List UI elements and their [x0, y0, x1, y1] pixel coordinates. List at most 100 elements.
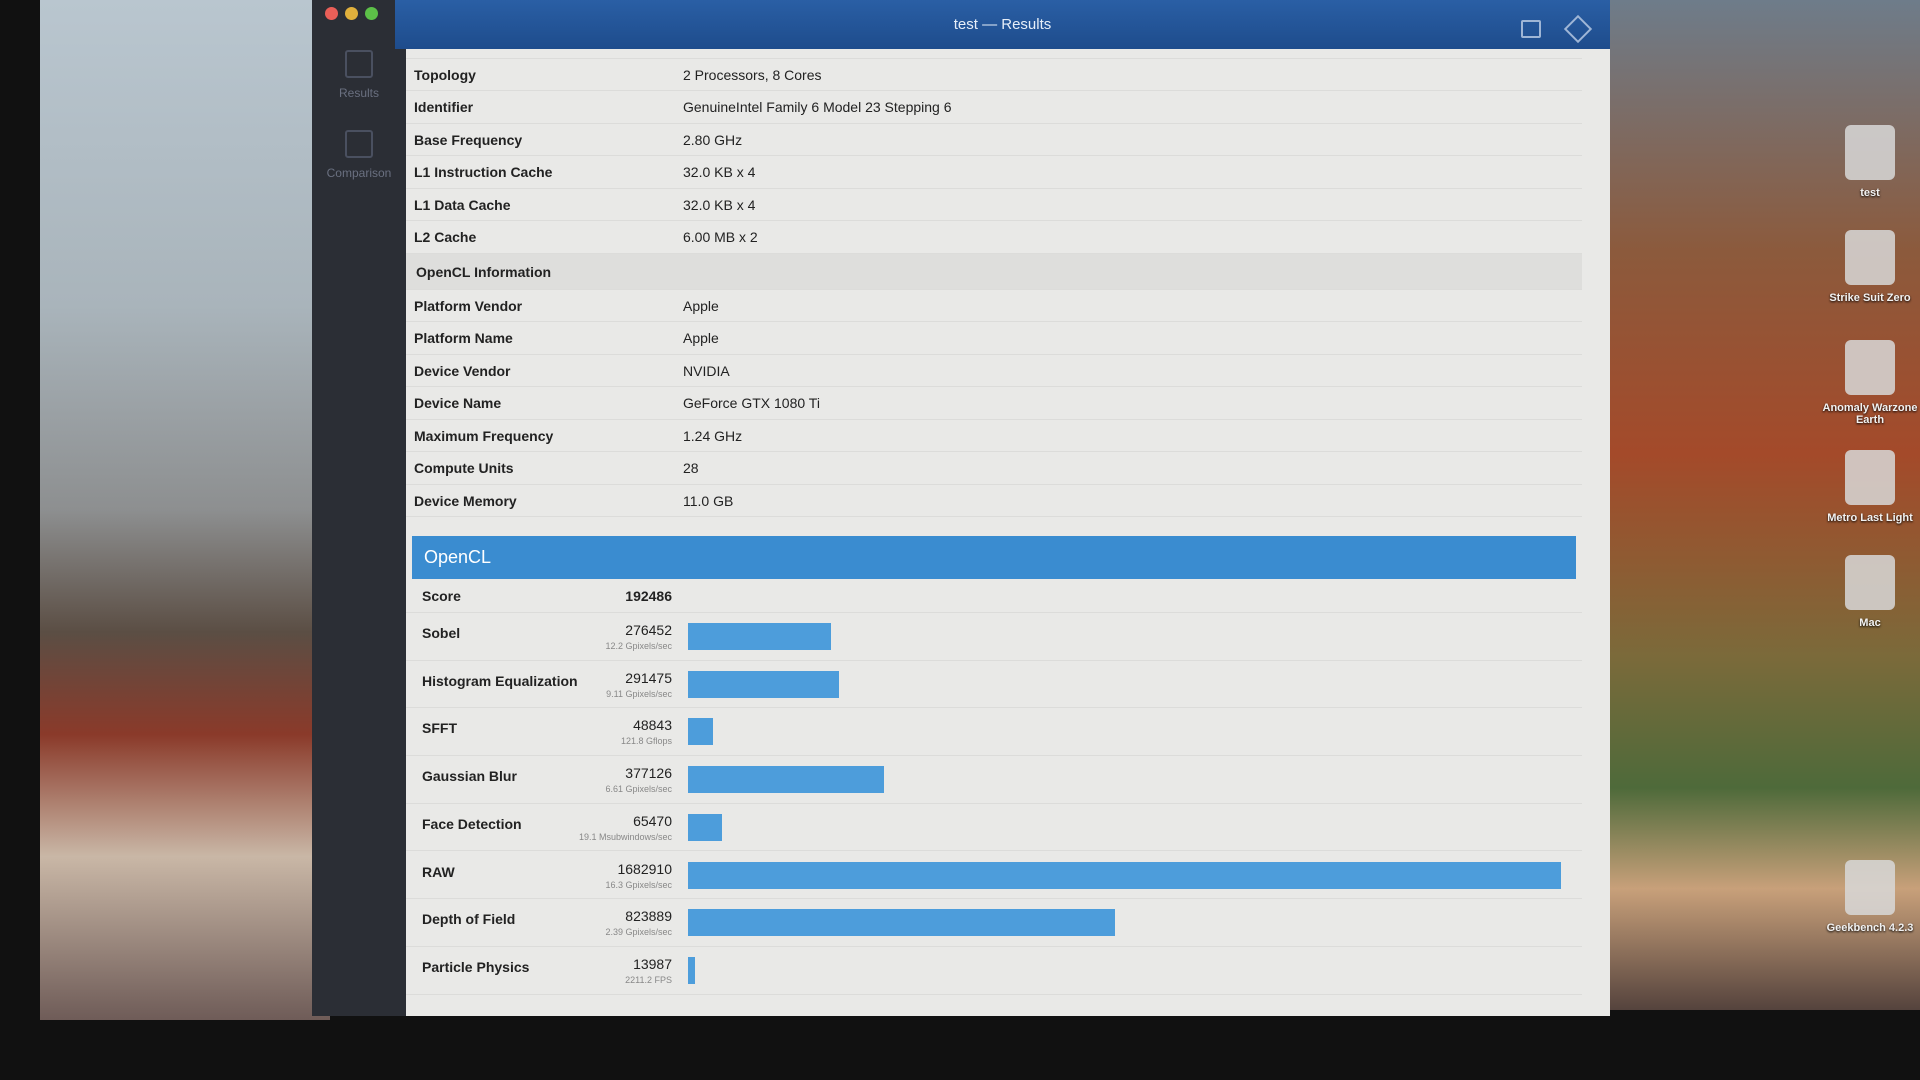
desktop-icon[interactable]: [1845, 340, 1895, 395]
desktop-icon[interactable]: [1845, 860, 1895, 915]
workload-name: SFFT: [422, 720, 457, 737]
window-title: test — Results: [953, 16, 1052, 33]
workload-rate: 6.61 Gpixels/sec: [605, 784, 672, 795]
workload-name: Sobel: [422, 625, 461, 641]
info-row: Identifier GenuineIntel Family 6 Model 23…: [406, 91, 1582, 124]
close-button[interactable]: [325, 7, 338, 20]
info-label: Maximum Frequency: [414, 427, 554, 444]
workload-name: Particle Physics: [422, 958, 530, 975]
score-label: Score: [422, 588, 461, 604]
workload-score: 276452: [625, 622, 672, 638]
workload-name: Depth of Field: [422, 911, 516, 928]
info-row: Device Name GeForce GTX 1080 Ti: [406, 387, 1582, 420]
bar: [688, 909, 1116, 937]
info-label: Compute Units: [414, 460, 514, 476]
desktop-wallpaper: [40, 0, 330, 1020]
workload-row: RAW 1682910 16.3 Gpixels/sec: [406, 852, 1582, 900]
info-label: Platform Name: [414, 330, 513, 346]
info-row: Maximum Frequency 1.24 GHz: [406, 420, 1582, 452]
workload-score: 48843: [633, 717, 672, 734]
score-value: 192486: [625, 588, 672, 604]
workload-row: Gaussian Blur 377126 6.61 Gpixels/sec: [406, 756, 1582, 804]
section-title: OpenCL Information: [416, 263, 552, 280]
info-row: L2 Cache 6.00 MB x 2: [406, 221, 1582, 254]
info-value: GeForce GTX 1080 Ti: [683, 395, 820, 411]
info-label: Topology: [414, 66, 476, 83]
info-row: Device Memory 11.0 GB: [406, 485, 1582, 517]
info-row: Base Frequency 2.80 GHz: [406, 124, 1582, 156]
info-label: L2 Cache: [414, 229, 477, 245]
desktop-icon-label[interactable]: Anomaly Warzone Earth: [1822, 402, 1918, 426]
info-label: Identifier: [414, 99, 474, 115]
section-header: OpenCL Information: [406, 253, 1582, 290]
info-label: L1 Data Cache: [414, 196, 511, 213]
info-label: Platform Vendor: [414, 297, 523, 314]
info-label: Device Memory: [414, 492, 517, 509]
workload-row: SFFT 48843 121.8 Gflops: [406, 708, 1582, 757]
desktop-icon[interactable]: [1845, 450, 1895, 505]
workload-score: 1682910: [617, 860, 672, 877]
window: [312, 0, 1610, 1016]
workload-rate: 12.2 Gpixels/sec: [605, 641, 672, 651]
section-band: OpenCL: [412, 536, 1576, 579]
info-value: 6.00 MB x 2: [683, 229, 758, 245]
zoom-button[interactable]: [365, 7, 378, 20]
toolbar-button[interactable]: [1521, 20, 1541, 38]
info-row: Platform Vendor Apple: [406, 290, 1582, 322]
info-value: 2 Processors, 8 Cores: [683, 66, 822, 83]
info-row: L1 Instruction Cache 32.0 KB x 4: [406, 156, 1582, 189]
workload-score: 291475: [625, 669, 672, 686]
bar: [688, 813, 722, 841]
sidebar-icon[interactable]: [345, 130, 373, 158]
desktop-icon[interactable]: [1845, 125, 1895, 180]
workload-score: 65470: [633, 812, 672, 829]
info-value: GenuineIntel Family 6 Model 23 Stepping …: [683, 99, 952, 115]
sidebar-label[interactable]: Results: [338, 86, 379, 100]
info-value: 32.0 KB x 4: [683, 164, 756, 180]
info-value: 32.0 KB x 4: [683, 196, 756, 213]
desktop-icon-label[interactable]: Geekbench 4.2.3: [1826, 922, 1914, 934]
desktop-icon-label[interactable]: Strike Suit Zero: [1829, 292, 1911, 304]
info-value: 1.24 GHz: [683, 427, 743, 444]
title-bar: test — Results: [395, 0, 1610, 49]
workload-score: 377126: [625, 765, 672, 782]
bar: [688, 861, 1561, 889]
info-value: 2.80 GHz: [683, 131, 743, 148]
workload-name: Gaussian Blur: [422, 768, 517, 785]
workload-row: Face Detection 65470 19.1 Msubwindows/sec: [406, 804, 1582, 852]
info-row: Topology 2 Processors, 8 Cores: [406, 59, 1582, 91]
info-row: Platform Name Apple: [406, 322, 1582, 355]
desktop-icon-label[interactable]: Mac: [1859, 617, 1881, 629]
sidebar-label[interactable]: Comparison: [326, 166, 392, 180]
workload-rate: 16.3 Gpixels/sec: [605, 879, 672, 890]
desktop-icon-label[interactable]: test: [1860, 187, 1880, 199]
desktop-icon[interactable]: [1845, 230, 1895, 285]
bar: [688, 956, 696, 984]
score-row: Score 192486: [406, 579, 1582, 613]
workload-rate: 121.8 Gflops: [620, 736, 672, 747]
info-label: Base Frequency: [414, 131, 523, 148]
workload-rate: 2211.2 FPS: [625, 974, 672, 985]
info-value: 11.0 GB: [683, 492, 734, 509]
workload-row: Particle Physics 13987 2211.2 FPS: [406, 947, 1582, 995]
info-label: L1 Instruction Cache: [414, 164, 553, 180]
info-value: Apple: [683, 297, 719, 314]
sidebar-icon[interactable]: [345, 50, 373, 78]
workload-score: 13987: [633, 955, 672, 972]
bar: [688, 766, 884, 794]
bar: [688, 670, 840, 698]
info-label: Device Name: [414, 395, 502, 411]
workload-name: Face Detection: [422, 815, 522, 832]
desktop-icon[interactable]: [1845, 555, 1895, 610]
workload-name: RAW: [422, 863, 455, 880]
bar: [688, 623, 832, 650]
workload-name: Histogram Equalization: [422, 672, 578, 689]
workload-score: 823889: [625, 908, 672, 925]
info-row: L1 Data Cache 32.0 KB x 4: [406, 189, 1582, 221]
info-row: Compute Units 28: [406, 452, 1582, 485]
desktop-icon-label[interactable]: Metro Last Light: [1827, 512, 1913, 524]
info-value: Apple: [683, 330, 719, 346]
minimize-button[interactable]: [345, 7, 358, 20]
info-label: Device Vendor: [414, 362, 511, 379]
